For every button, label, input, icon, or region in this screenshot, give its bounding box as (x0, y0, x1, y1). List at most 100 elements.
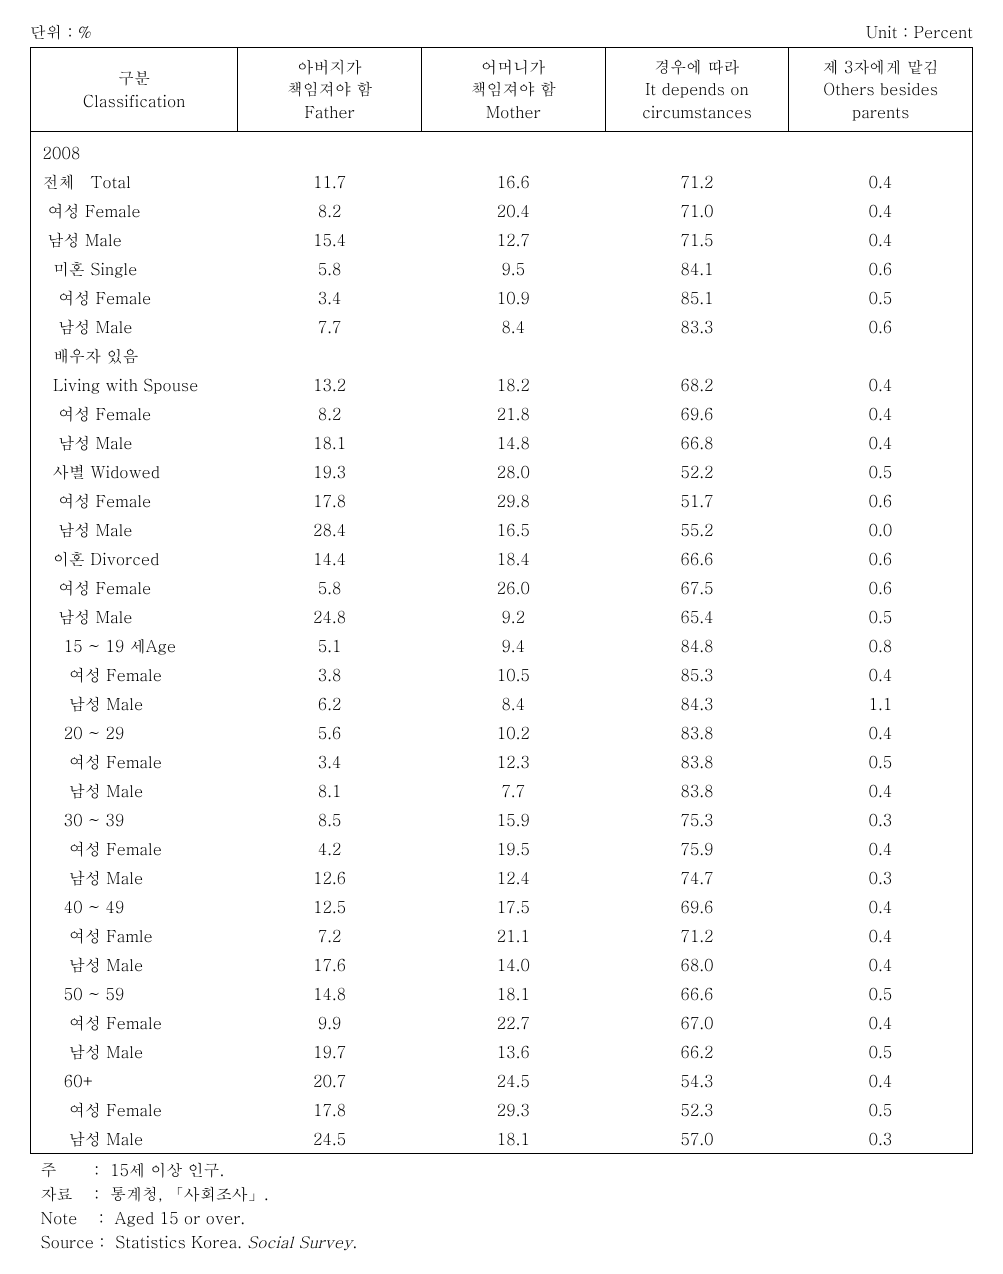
value-cell: 66.6 (605, 979, 789, 1008)
value-cell: 15.4 (238, 225, 422, 254)
label-cell: 남성 Male (31, 225, 238, 254)
table-row: 사별 Widowed19.328.052.20.5 (31, 457, 973, 486)
data-table: 구분 Classification 아버지가 책임져야 함 Father 어머니… (30, 47, 973, 1154)
header-text: 구분 (118, 66, 150, 89)
value-cell: 0.5 (789, 457, 973, 486)
label-cell: 여성 Female (31, 834, 238, 863)
label-cell: 남성 Male (31, 602, 238, 631)
note-italic: Social Survey (247, 1230, 352, 1253)
value-cell: 74.7 (605, 863, 789, 892)
header-row: 구분 Classification 아버지가 책임져야 함 Father 어머니… (31, 48, 973, 132)
value-cell: 0.4 (789, 950, 973, 979)
value-cell: 16.6 (421, 167, 605, 196)
value-cell (789, 138, 973, 167)
value-cell: 83.3 (605, 312, 789, 341)
value-cell: 69.6 (605, 399, 789, 428)
value-cell: 10.2 (421, 718, 605, 747)
label-cell: 여성 Female (31, 1095, 238, 1124)
value-cell: 19.3 (238, 457, 422, 486)
value-cell: 8.4 (421, 312, 605, 341)
value-cell (789, 341, 973, 370)
table-row: 여성 Female3.810.585.30.4 (31, 660, 973, 689)
value-cell: 3.4 (238, 747, 422, 776)
value-cell: 0.4 (789, 167, 973, 196)
table-row: 여성 Female5.826.067.50.6 (31, 573, 973, 602)
table-row: 60+20.724.554.30.4 (31, 1066, 973, 1095)
label-cell: 여성 Female (31, 283, 238, 312)
label-cell: 남성 Male (31, 428, 238, 457)
value-cell: 0.5 (789, 979, 973, 1008)
value-cell: 9.4 (421, 631, 605, 660)
value-cell: 71.2 (605, 167, 789, 196)
value-cell: 0.3 (789, 863, 973, 892)
value-cell: 17.6 (238, 950, 422, 979)
table-row: 여성 Female17.829.851.70.6 (31, 486, 973, 515)
value-cell: 7.7 (238, 312, 422, 341)
value-cell: 0.0 (789, 515, 973, 544)
table-row: 남성 Male15.412.771.50.4 (31, 225, 973, 254)
value-cell: 0.4 (789, 776, 973, 805)
table-row: 여성 Famle7.221.171.20.4 (31, 921, 973, 950)
label-cell: 남성 Male (31, 1124, 238, 1154)
value-cell: 16.5 (421, 515, 605, 544)
value-cell: 66.6 (605, 544, 789, 573)
value-cell: 13.6 (421, 1037, 605, 1066)
value-cell: 8.4 (421, 689, 605, 718)
value-cell: 8.2 (238, 196, 422, 225)
label-cell: 남성 Male (31, 515, 238, 544)
label-cell: 여성 Female (31, 747, 238, 776)
label-cell: 여성 Female (31, 399, 238, 428)
value-cell: 18.1 (238, 428, 422, 457)
value-cell: 75.3 (605, 805, 789, 834)
table-row: 여성 Female8.220.471.00.4 (31, 196, 973, 225)
value-cell: 0.4 (789, 660, 973, 689)
table-row: 전체 Total11.716.671.20.4 (31, 167, 973, 196)
label-cell: 미혼 Single (31, 254, 238, 283)
value-cell: 0.4 (789, 1008, 973, 1037)
table-row: 미혼 Single5.89.584.10.6 (31, 254, 973, 283)
value-cell: 0.5 (789, 602, 973, 631)
value-cell: 20.7 (238, 1066, 422, 1095)
table-row: 여성 Female8.221.869.60.4 (31, 399, 973, 428)
table-row: 여성 Female17.829.352.30.5 (31, 1095, 973, 1124)
value-cell: 20.4 (421, 196, 605, 225)
value-cell: 29.3 (421, 1095, 605, 1124)
value-cell: 0.6 (789, 573, 973, 602)
label-cell: 남성 Male (31, 863, 238, 892)
value-cell: 0.4 (789, 1066, 973, 1095)
label-cell: 50 ~ 59 (31, 979, 238, 1008)
value-cell: 0.5 (789, 747, 973, 776)
value-cell: 1.1 (789, 689, 973, 718)
value-cell: 84.3 (605, 689, 789, 718)
header-others: 제 3자에게 맡김 Others besides parents (789, 48, 973, 132)
value-cell: 0.4 (789, 428, 973, 457)
value-cell: 18.1 (421, 1124, 605, 1154)
value-cell: 28.0 (421, 457, 605, 486)
table-row: 남성 Male12.612.474.70.3 (31, 863, 973, 892)
value-cell: 6.2 (238, 689, 422, 718)
value-cell: 67.5 (605, 573, 789, 602)
table-row: 2008 (31, 138, 973, 167)
value-cell: 28.4 (238, 515, 422, 544)
table-row: 이혼 Divorced14.418.466.60.6 (31, 544, 973, 573)
value-cell (421, 138, 605, 167)
value-cell: 71.0 (605, 196, 789, 225)
value-cell: 9.9 (238, 1008, 422, 1037)
header-text: 경우에 따라 (654, 55, 739, 78)
table-row: 남성 Male18.114.866.80.4 (31, 428, 973, 457)
value-cell: 51.7 (605, 486, 789, 515)
header-text: Others besides parents (823, 77, 938, 122)
value-cell: 83.8 (605, 776, 789, 805)
value-cell: 85.1 (605, 283, 789, 312)
label-cell: 여성 Female (31, 660, 238, 689)
value-cell: 57.0 (605, 1124, 789, 1154)
value-cell: 5.1 (238, 631, 422, 660)
label-cell: 남성 Male (31, 950, 238, 979)
value-cell (238, 138, 422, 167)
value-cell: 0.4 (789, 718, 973, 747)
value-cell: 21.1 (421, 921, 605, 950)
value-cell: 0.6 (789, 254, 973, 283)
value-cell: 0.6 (789, 312, 973, 341)
header-classification: 구분 Classification (31, 48, 238, 132)
notes-block: 주 : 15세 이상 인구. 자료 : 통계청, 「사회조사」. Note : … (30, 1158, 973, 1254)
